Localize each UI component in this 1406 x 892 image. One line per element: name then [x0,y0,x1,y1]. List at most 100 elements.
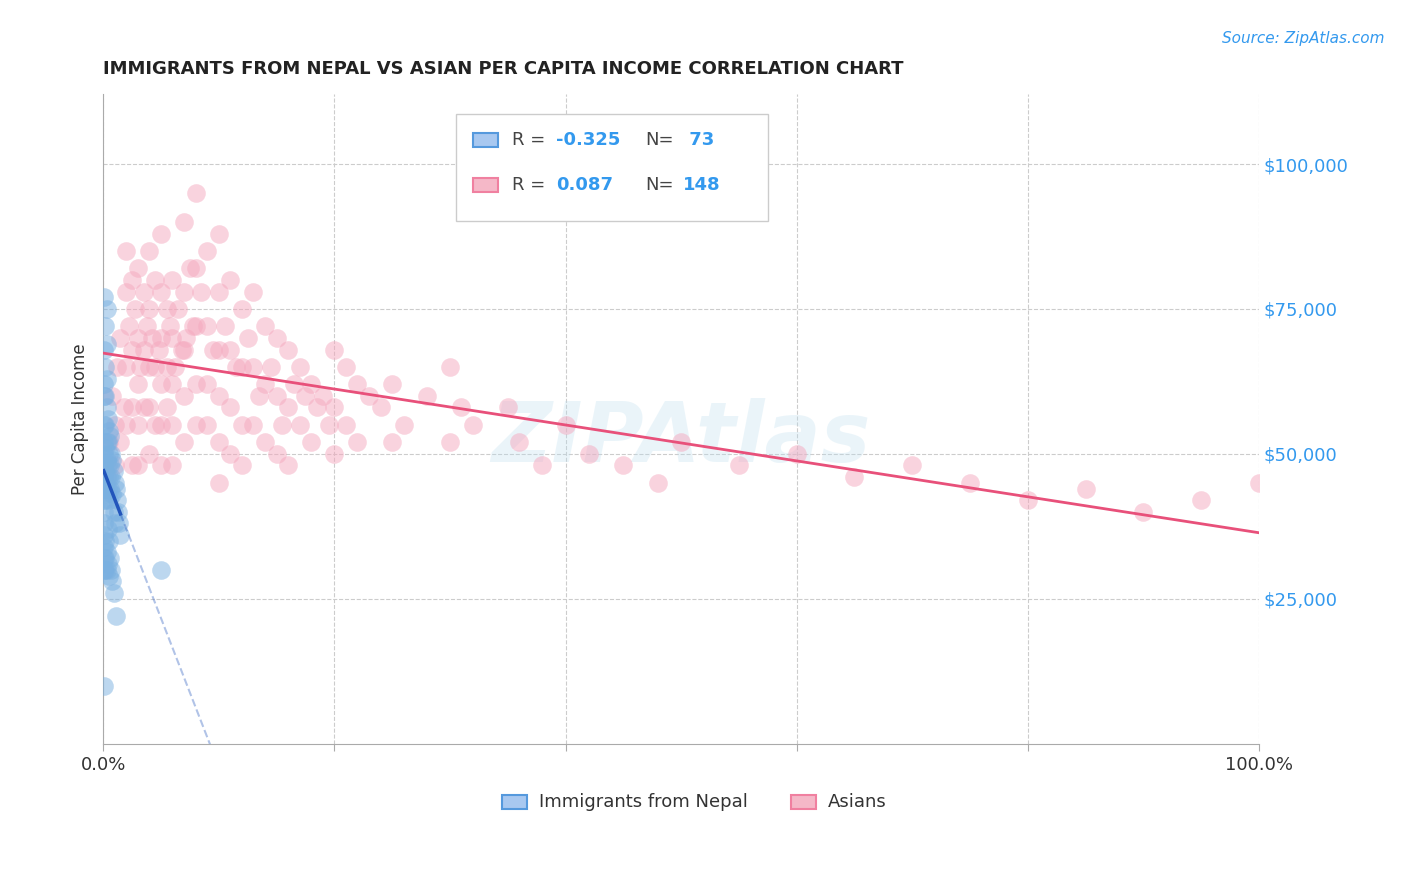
Point [96,470,118,484]
Point [531,458,554,473]
Point [98,429,121,443]
Text: 73: 73 [683,131,714,149]
Point [173,285,195,299]
Point [156,359,179,374]
Point [97,435,120,450]
Point [97,435,120,450]
Point [219,447,242,461]
Point [115,359,138,374]
Text: 0.087: 0.087 [557,177,613,194]
Point [277,458,299,473]
Point [94,359,117,374]
Point [132,285,155,299]
Point [242,285,264,299]
Point [208,389,231,403]
Point [294,389,316,403]
Point [93,540,115,554]
Point [247,389,270,403]
Point [1017,493,1039,508]
Text: IMMIGRANTS FROM NEPAL VS ASIAN PER CAPITA INCOME CORRELATION CHART: IMMIGRANTS FROM NEPAL VS ASIAN PER CAPIT… [103,60,904,78]
Point [143,417,166,432]
FancyBboxPatch shape [472,178,499,193]
Point [231,359,253,374]
Point [335,359,357,374]
Text: N=: N= [645,177,673,194]
Point [149,417,172,432]
Point [101,389,124,403]
Point [508,435,530,450]
Point [97,533,120,548]
Point [93,458,115,473]
Point [149,377,172,392]
FancyBboxPatch shape [472,133,499,147]
Point [108,516,131,531]
Point [214,319,236,334]
Point [335,417,357,432]
Point [149,331,172,345]
Point [392,417,415,432]
Point [110,435,132,450]
Point [101,487,124,501]
Point [94,441,117,455]
Point [97,482,120,496]
Point [219,343,242,357]
Point [786,447,808,461]
FancyBboxPatch shape [792,795,817,809]
Text: R =: R = [512,177,551,194]
Point [93,493,115,508]
Point [96,336,118,351]
Point [242,417,264,432]
Point [323,343,346,357]
Point [236,331,259,345]
Point [94,389,117,403]
Point [117,319,139,334]
Point [94,417,117,432]
Point [162,417,184,432]
Point [94,563,117,577]
Point [104,482,127,496]
Point [231,458,253,473]
Point [299,377,322,392]
Point [253,377,276,392]
Point [141,331,163,345]
Point [97,493,120,508]
Point [94,533,117,548]
Text: Source: ZipAtlas.com: Source: ZipAtlas.com [1222,31,1385,46]
Point [461,417,484,432]
Point [94,475,117,490]
Point [127,261,149,276]
Point [94,319,117,334]
Point [231,301,253,316]
Point [93,563,115,577]
Point [143,273,166,287]
Point [181,319,204,334]
Point [167,301,190,316]
Point [96,401,118,415]
Point [100,470,122,484]
Point [149,227,172,241]
Point [844,470,866,484]
Point [208,285,231,299]
Point [323,447,346,461]
Point [612,458,634,473]
Point [346,435,368,450]
Point [450,401,472,415]
Point [439,359,461,374]
Point [578,447,600,461]
Point [208,475,231,490]
Point [132,401,155,415]
Point [121,343,143,357]
Point [104,458,127,473]
Point [288,359,311,374]
FancyBboxPatch shape [502,795,527,809]
Text: -0.325: -0.325 [557,131,620,149]
Point [138,359,160,374]
Point [162,377,184,392]
Point [96,301,118,316]
Point [104,516,127,531]
Point [283,377,305,392]
Point [959,475,981,490]
Point [253,435,276,450]
Point [115,417,138,432]
Point [98,458,121,473]
